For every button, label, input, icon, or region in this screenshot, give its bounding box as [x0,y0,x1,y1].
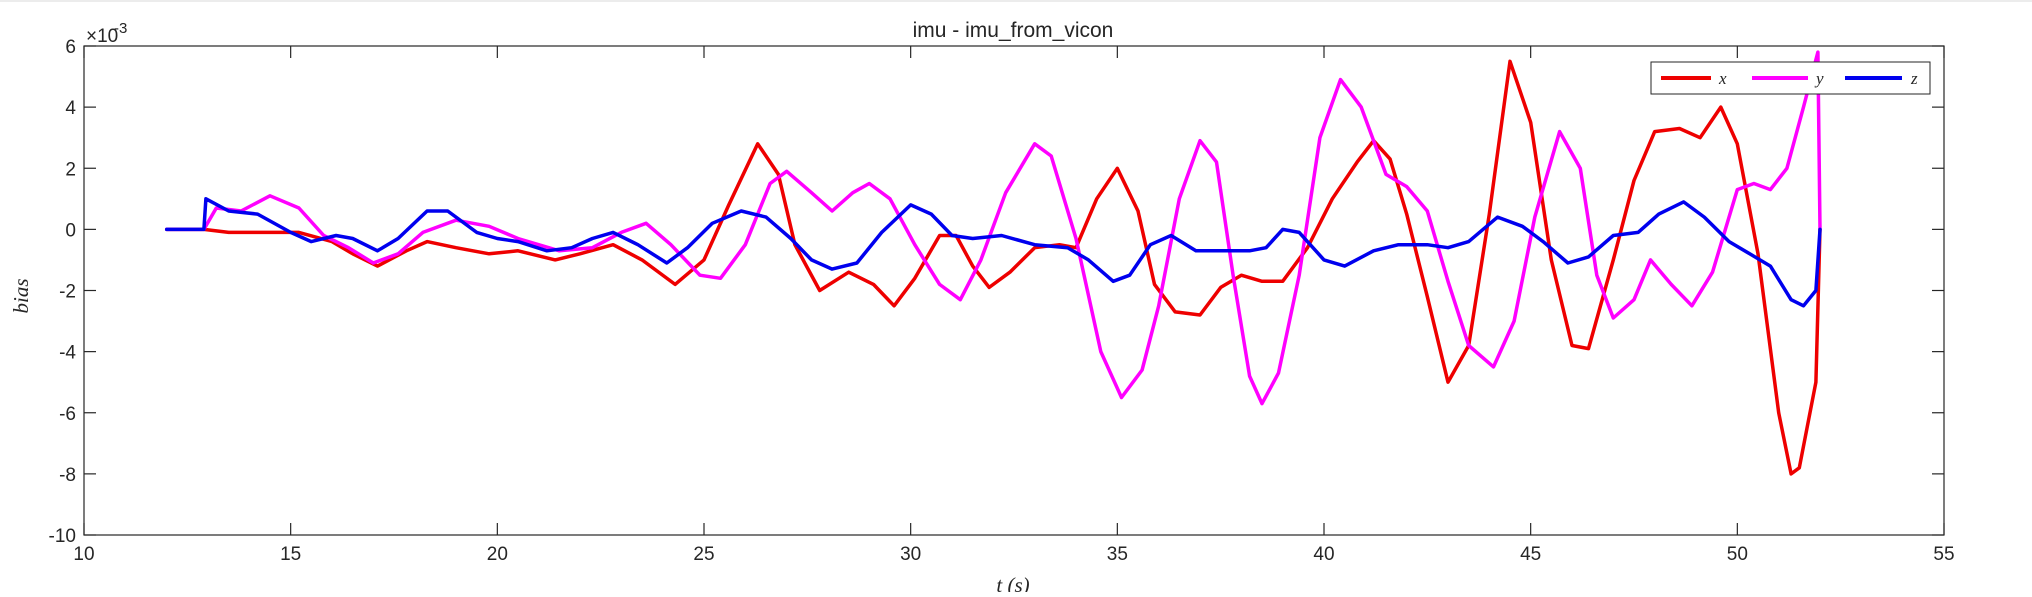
x-axis-title: t (s) [996,573,1029,592]
y-tick-label: -6 [59,404,76,425]
y-tick-label: -8 [59,465,76,486]
y-tick-label: -10 [49,526,76,547]
x-tick-label: 30 [900,544,921,565]
x-tick-label: 40 [1313,544,1334,565]
y-axis-title: bias [9,278,33,313]
series-line-x [164,59,1822,476]
y-tick-label: -4 [59,343,76,364]
x-tick-label: 10 [73,544,94,565]
y-tick-label: 2 [65,159,76,180]
y-tick-label: 6 [65,37,76,58]
x-tick-label: 20 [487,544,508,565]
axis-ticks: 10 15 20 25 30 35 40 45 50 55 -10 -8 -6 -4 -2 0 2 4 6 [49,37,1955,565]
chart-title: imu - imu_from_vicon [913,19,1114,42]
x-tick-label: 25 [693,544,714,565]
x-tick-label: 15 [280,544,301,565]
y-tick-label: 4 [65,98,76,119]
y-exponent: ×10 -3 [86,20,127,47]
legend-label-y: y [1814,69,1824,88]
y-exponent-power: -3 [114,20,127,37]
legend: x y z [1650,61,1931,95]
y-tick-label: -2 [59,282,76,303]
x-tick-label: 50 [1727,544,1748,565]
series-lines [164,50,1822,476]
y-tick-label: 0 [65,220,76,241]
y-exponent-base: ×10 [86,26,118,47]
series-line-y [164,50,1822,406]
legend-label-x: x [1718,69,1727,88]
plot-area [83,45,1945,536]
x-tick-label: 55 [1933,544,1954,565]
x-tick-label: 45 [1520,544,1541,565]
x-tick-label: 35 [1107,544,1128,565]
series-line-z [164,197,1822,308]
legend-label-z: z [1910,69,1918,88]
